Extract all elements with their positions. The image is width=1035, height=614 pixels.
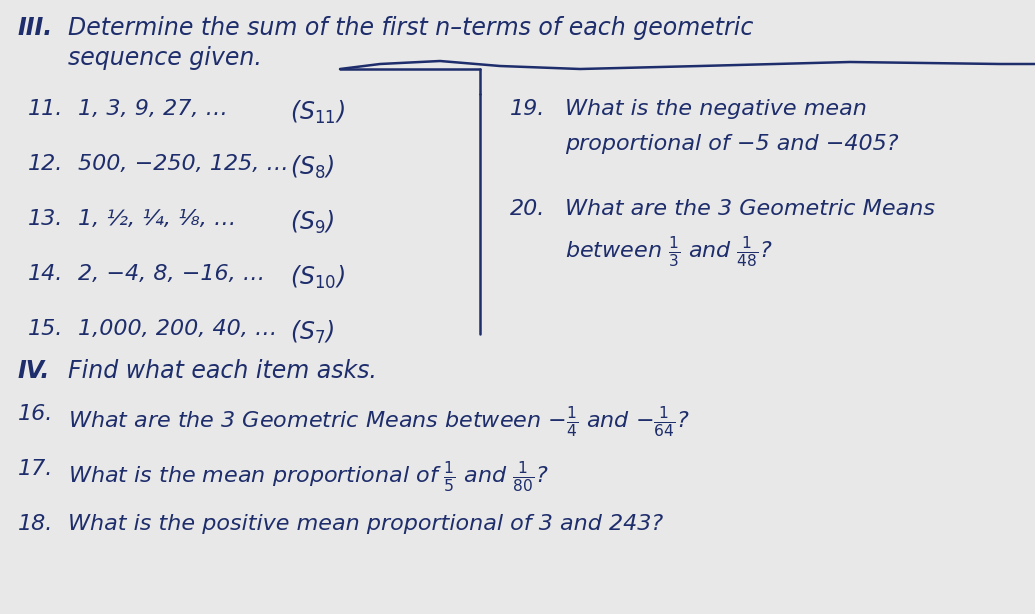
Text: 15.: 15. <box>28 319 63 339</box>
Text: Determine the sum of the first n–terms of each geometric: Determine the sum of the first n–terms o… <box>68 16 753 40</box>
Text: 20.: 20. <box>510 199 545 219</box>
Text: proportional of −5 and −405?: proportional of −5 and −405? <box>565 134 898 154</box>
Text: 11.: 11. <box>28 99 63 119</box>
Text: sequence given.: sequence given. <box>68 46 262 70</box>
Text: 16.: 16. <box>18 404 54 424</box>
Text: (S$_7$): (S$_7$) <box>290 319 334 346</box>
Text: 19.: 19. <box>510 99 545 119</box>
Text: 2, −4, 8, −16, …: 2, −4, 8, −16, … <box>78 264 265 284</box>
Text: (S$_{10}$): (S$_{10}$) <box>290 264 345 291</box>
Text: 14.: 14. <box>28 264 63 284</box>
Text: 1, 3, 9, 27, …: 1, 3, 9, 27, … <box>78 99 228 119</box>
Text: 17.: 17. <box>18 459 54 479</box>
Text: III.: III. <box>18 16 53 40</box>
Text: between $\frac{1}{3}$ and $\frac{1}{48}$?: between $\frac{1}{3}$ and $\frac{1}{48}$… <box>565 234 773 269</box>
Text: (S$_8$): (S$_8$) <box>290 154 334 181</box>
Text: What is the positive mean proportional of 3 and 243?: What is the positive mean proportional o… <box>68 514 663 534</box>
Text: What is the mean proportional of $\frac{1}{5}$ and $\frac{1}{80}$?: What is the mean proportional of $\frac{… <box>68 459 549 494</box>
Text: 500, −250, 125, …: 500, −250, 125, … <box>78 154 289 174</box>
Text: What is the negative mean: What is the negative mean <box>565 99 867 119</box>
Text: 13.: 13. <box>28 209 63 229</box>
Text: (S$_{11}$): (S$_{11}$) <box>290 99 345 126</box>
Text: 1,000, 200, 40, …: 1,000, 200, 40, … <box>78 319 277 339</box>
Text: 18.: 18. <box>18 514 54 534</box>
Text: 1, ½, ¼, ⅛, …: 1, ½, ¼, ⅛, … <box>78 209 236 229</box>
Text: What are the 3 Geometric Means: What are the 3 Geometric Means <box>565 199 935 219</box>
Text: Find what each item asks.: Find what each item asks. <box>68 359 377 383</box>
Text: What are the 3 Geometric Means between $-\frac{1}{4}$ and $-\frac{1}{64}$?: What are the 3 Geometric Means between $… <box>68 404 689 439</box>
Text: (S$_9$): (S$_9$) <box>290 209 334 236</box>
Text: 12.: 12. <box>28 154 63 174</box>
Text: IV.: IV. <box>18 359 51 383</box>
